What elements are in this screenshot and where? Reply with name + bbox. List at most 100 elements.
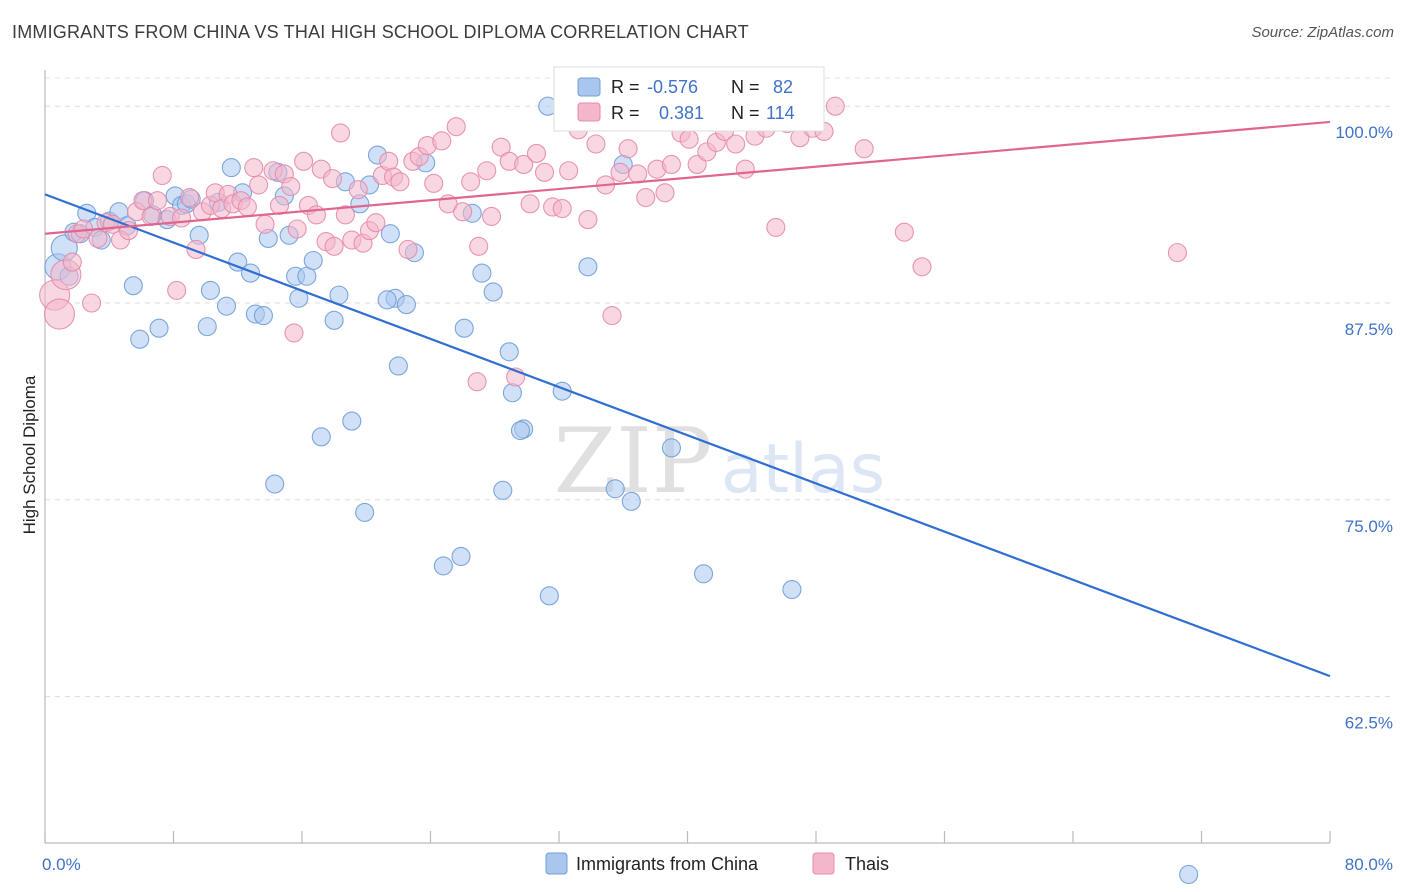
legend-r-label-thais: R = (611, 103, 640, 123)
y-tick-label-1: 75.0% (1345, 517, 1393, 536)
series-legend-swatch-thais (812, 852, 835, 875)
point-s0-75 (621, 491, 641, 511)
point-s0-50 (380, 224, 400, 244)
legend-n-label-china: N = (731, 77, 760, 97)
point-s1-80 (586, 134, 606, 154)
point-s0-45 (342, 411, 362, 431)
point-s0-41 (311, 427, 331, 447)
point-s0-40 (303, 250, 323, 271)
series-legend: Immigrants from China Thais (545, 852, 889, 875)
legend: R = -0.576 N = 82 R = 0.381 N = 114 (553, 66, 825, 132)
axes (44, 70, 1331, 844)
y-tick-label-2: 87.5% (1345, 320, 1393, 339)
point-s1-72 (520, 194, 540, 214)
point-s0-57 (433, 556, 453, 576)
point-s1-65 (469, 236, 489, 256)
point-s1-30 (244, 158, 264, 178)
point-s1-1 (43, 298, 76, 330)
x-tick-label-1: 80.0% (1345, 855, 1393, 874)
legend-n-label-thais: N = (731, 103, 760, 123)
point-s1-76 (552, 198, 572, 219)
point-s1-89 (661, 154, 681, 175)
point-s0-53 (388, 356, 408, 376)
point-s1-111 (467, 372, 487, 392)
point-s1-7 (88, 228, 108, 249)
point-s0-62 (483, 282, 503, 302)
point-s1-96 (726, 134, 746, 154)
chart-title: IMMIGRANTS FROM CHINA VS THAI HIGH SCHOO… (12, 22, 749, 42)
point-s1-85 (628, 164, 648, 184)
legend-swatch-china (577, 77, 601, 97)
point-s1-82 (602, 306, 622, 326)
point-s1-19 (171, 208, 192, 228)
point-s0-29 (241, 263, 261, 283)
point-s0-26 (221, 158, 241, 178)
point-s0-79 (1179, 864, 1199, 885)
point-s0-12 (130, 329, 150, 349)
point-s1-38 (294, 151, 314, 171)
legend-n-value-china: 82 (773, 77, 793, 97)
point-s0-42 (324, 310, 344, 330)
point-s1-44 (330, 123, 351, 143)
point-s0-59 (454, 318, 474, 338)
point-s1-55 (398, 239, 418, 260)
point-s1-6 (82, 293, 102, 313)
point-s1-110 (324, 236, 344, 256)
point-s1-97 (735, 159, 755, 179)
point-s1-71 (514, 154, 534, 175)
point-s0-78 (782, 579, 802, 600)
point-s1-20 (180, 187, 200, 208)
point-s1-83 (610, 162, 630, 182)
point-s1-18 (167, 280, 187, 300)
point-s0-22 (197, 317, 217, 337)
trend-line-0 (44, 193, 1331, 678)
point-s0-23 (200, 280, 220, 300)
trend-line-1 (44, 120, 1331, 235)
trend-lines (44, 120, 1331, 678)
point-s1-84 (618, 139, 638, 159)
legend-swatch-thais (577, 102, 601, 122)
series-legend-swatch-china (545, 852, 568, 875)
data-points (39, 96, 1199, 885)
watermark-atlas: atlas (721, 430, 885, 509)
point-s0-73 (605, 479, 625, 499)
point-s1-31 (249, 175, 269, 195)
point-s1-77 (559, 161, 579, 181)
point-s0-76 (661, 438, 681, 458)
point-s1-62 (446, 117, 466, 137)
point-s1-37 (287, 219, 307, 239)
legend-r-value-thais: 0.381 (659, 103, 704, 123)
point-s0-69 (539, 586, 559, 606)
y-tick-label-3: 100.0% (1335, 123, 1393, 142)
point-s1-32 (255, 214, 275, 234)
tick-labels: 62.5% 75.0% 87.5% 100.0% 0.0% 80.0% (42, 123, 1393, 874)
y-axis-label: High School Diploma (20, 375, 39, 534)
point-s1-50 (366, 213, 386, 233)
x-tick-label-0: 0.0% (42, 855, 81, 874)
point-s1-88 (655, 183, 675, 203)
series-legend-label-china: Immigrants from China (576, 854, 759, 874)
point-s1-54 (390, 172, 410, 192)
point-s1-86 (636, 187, 656, 208)
point-s1-66 (477, 161, 497, 181)
point-s1-107 (894, 222, 914, 242)
point-s1-68 (491, 137, 511, 157)
point-s1-45 (335, 205, 355, 225)
point-s1-43 (322, 169, 343, 189)
point-s0-72 (578, 257, 598, 277)
point-s1-3 (62, 252, 82, 272)
point-s1-16 (152, 165, 172, 186)
point-s1-29 (237, 197, 257, 217)
point-s1-60 (432, 131, 452, 151)
point-s0-33 (265, 474, 285, 494)
point-s0-25 (216, 296, 237, 316)
point-s0-15 (149, 318, 169, 338)
point-s1-106 (854, 139, 874, 159)
y-tick-label-0: 62.5% (1345, 714, 1393, 733)
point-s0-54 (396, 295, 416, 315)
legend-r-label-china: R = (611, 77, 640, 97)
point-s0-61 (472, 263, 492, 283)
point-s0-11 (123, 276, 143, 296)
point-s1-21 (186, 239, 206, 260)
point-s0-31 (253, 306, 274, 326)
